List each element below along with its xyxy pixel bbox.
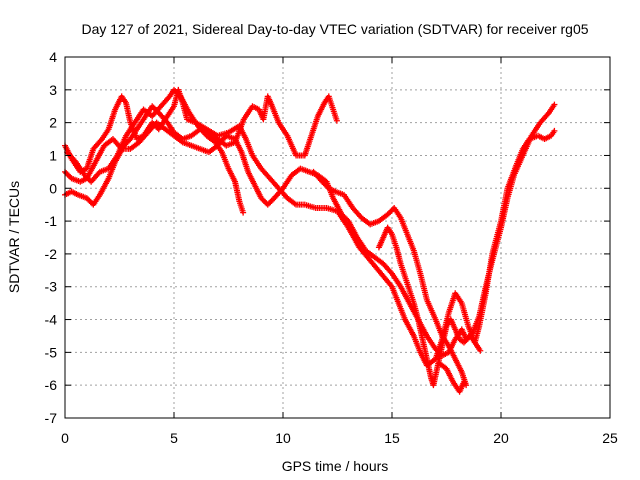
data-point [477,347,484,354]
data-point [551,127,558,134]
x-tick-label: 20 [493,430,509,446]
series-track-6 [375,224,484,389]
y-tick-label: -5 [45,344,58,360]
y-tick-label: 3 [49,82,57,98]
y-axis-label: SDTVAR / TECUs [6,181,22,293]
x-tick-label: 0 [61,430,69,446]
y-tick-label: -6 [45,377,58,393]
y-tick-label: 1 [49,147,57,163]
y-tick-label: -4 [45,312,58,328]
x-tick-label: 10 [275,430,291,446]
y-tick-label: -3 [45,279,58,295]
x-tick-label: 25 [602,430,618,446]
x-tick-label: 15 [384,430,400,446]
y-tick-label: -1 [45,213,58,229]
plot-area [62,86,558,395]
data-point [67,174,74,181]
series-track-5 [310,168,470,395]
plot-frame [64,56,611,419]
data-point [333,117,340,124]
data-point [551,101,558,108]
series-track-4 [64,86,247,216]
chart-title: Day 127 of 2021, Sidereal Day-to-day VTE… [81,21,588,37]
y-tick-label: 2 [49,115,57,131]
y-tick-label: -2 [45,246,58,262]
y-tick-label: 4 [49,49,57,65]
data-point [240,209,247,216]
x-tick-label: 5 [170,430,178,446]
y-tick-label: 0 [49,180,57,196]
y-tick-label: -7 [45,410,58,426]
x-axis-label: GPS time / hours [282,458,389,474]
